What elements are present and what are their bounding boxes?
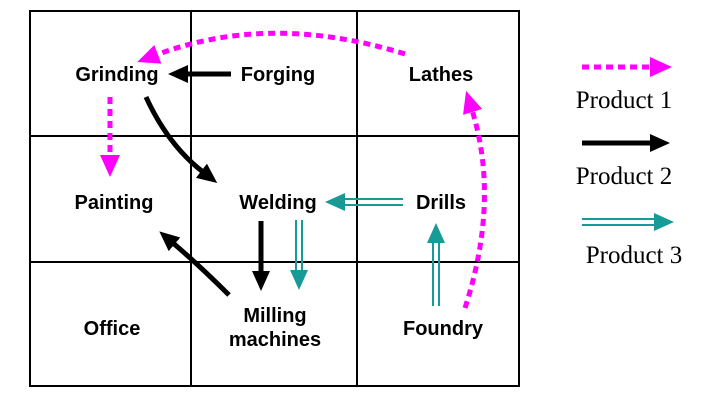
dept-office: Office (84, 318, 141, 340)
grid-border (29, 10, 520, 387)
flow-p2-milling-to-painting (159, 231, 231, 297)
dept-foundry: Foundry (403, 318, 484, 340)
dept-painting: Painting (75, 192, 154, 214)
dept-drills: Drills (416, 192, 466, 214)
legend-product3-label: Product 3 (586, 242, 683, 269)
legend-product1-label: Product 1 (576, 87, 673, 114)
legend: Product 1 Product 2 Product 3 (576, 57, 683, 269)
department-labels: Grinding Forging Lathes Painting Welding… (75, 64, 484, 351)
dept-lathes: Lathes (409, 64, 473, 86)
dept-milling-line1: Milling (243, 305, 306, 327)
flow-p1-lathes-to-grinding (137, 30, 406, 64)
dept-milling-line2: machines (229, 329, 321, 351)
dept-forging: Forging (241, 64, 315, 86)
dept-welding: Welding (239, 192, 316, 214)
product1-flows (100, 30, 487, 309)
flow-p1-foundry-to-lathes (462, 90, 487, 309)
product2-flows (143, 65, 270, 297)
flow-p2-grinding-to-welding (143, 95, 218, 183)
legend-product2-label: Product 2 (576, 163, 673, 190)
dept-grinding: Grinding (75, 64, 158, 86)
product3-flows (290, 193, 445, 306)
layout-grid (29, 10, 520, 387)
